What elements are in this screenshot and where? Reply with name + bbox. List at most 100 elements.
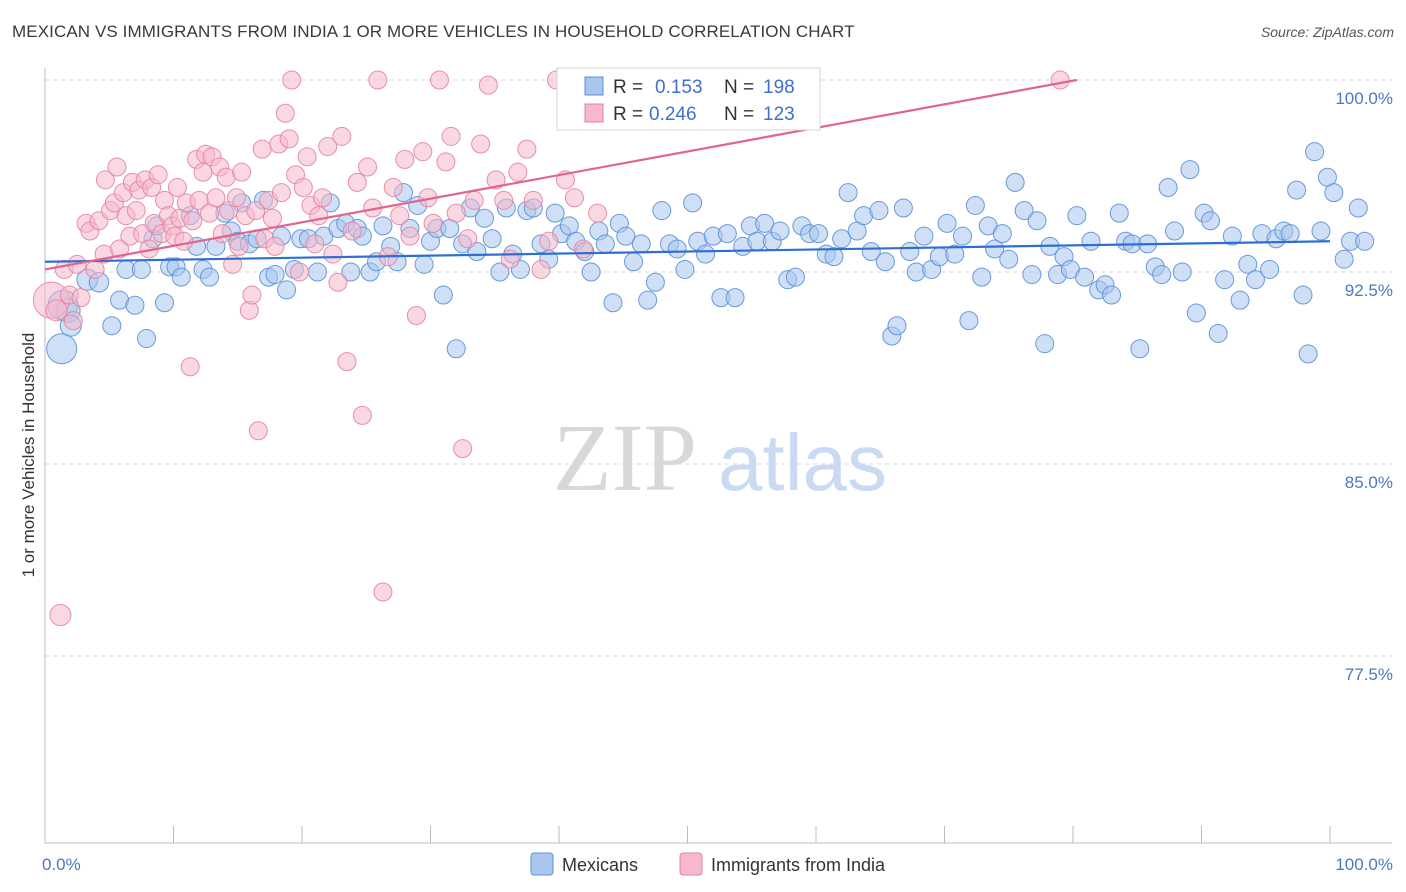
trend-lines bbox=[44, 78, 1331, 271]
india-point-78 bbox=[313, 188, 333, 208]
mexicans-point-133 bbox=[985, 239, 1005, 259]
india-point-107 bbox=[471, 134, 491, 154]
mexicans-point-47 bbox=[373, 216, 393, 236]
mexicans-point-119 bbox=[887, 316, 907, 336]
mexicans-trend-line bbox=[44, 240, 1331, 263]
mexicans-point-101 bbox=[755, 213, 775, 233]
india-point-79 bbox=[318, 137, 338, 157]
india-point-81 bbox=[328, 272, 348, 292]
india-point-13 bbox=[95, 170, 115, 190]
watermark: ZIP atlas bbox=[553, 404, 887, 511]
india-point-2 bbox=[49, 604, 72, 627]
mexicans-point-56 bbox=[433, 285, 453, 305]
india-point-123 bbox=[1050, 70, 1070, 90]
mexicans-point-145 bbox=[1067, 206, 1087, 226]
mexicans-point-180 bbox=[1311, 221, 1331, 241]
bottom-legend-swatch-mexicans bbox=[530, 852, 554, 876]
mexicans-point-126 bbox=[937, 213, 957, 233]
mexicans-point-129 bbox=[959, 311, 979, 331]
mexicans-point-183 bbox=[1334, 249, 1354, 269]
india-point-111 bbox=[500, 249, 520, 269]
chart-title: MEXICAN VS IMMIGRANTS FROM INDIA 1 OR MO… bbox=[12, 22, 855, 41]
india-point-83 bbox=[337, 352, 357, 372]
india-point-97 bbox=[413, 142, 433, 162]
mexicans-point-131 bbox=[972, 267, 992, 287]
india-point-93 bbox=[390, 206, 410, 226]
mexicans-point-167 bbox=[1222, 226, 1242, 246]
legend-r-label-1: R = bbox=[613, 77, 643, 98]
india-point-40 bbox=[183, 211, 203, 231]
mexicans-point-117 bbox=[875, 252, 895, 272]
mexicans-point-63 bbox=[482, 229, 502, 249]
y-tick-label-0: 77.5% bbox=[1345, 665, 1393, 684]
mexicans-point-91 bbox=[683, 193, 703, 213]
india-point-59 bbox=[246, 201, 266, 221]
mexicans-point-151 bbox=[1109, 203, 1129, 223]
mexicans-point-139 bbox=[1027, 211, 1047, 231]
mexicans-point-82 bbox=[616, 226, 636, 246]
india-point-77 bbox=[309, 206, 329, 226]
mexicans-point-154 bbox=[1130, 339, 1150, 359]
india-point-82 bbox=[332, 126, 352, 146]
mexicans-point-161 bbox=[1180, 160, 1200, 180]
legend-n-value-mexicans: 198 bbox=[763, 77, 795, 98]
mexicans-point-170 bbox=[1245, 270, 1265, 290]
india-point-94 bbox=[395, 149, 415, 169]
india-point-39 bbox=[180, 357, 200, 377]
india-point-102 bbox=[441, 126, 461, 146]
mexicans-point-110 bbox=[824, 247, 844, 267]
india-point-55 bbox=[232, 162, 252, 182]
mexicans-point-103 bbox=[770, 221, 790, 241]
india-point-7 bbox=[71, 288, 91, 308]
mexicans-point-83 bbox=[624, 252, 644, 272]
india-point-119 bbox=[564, 188, 584, 208]
india-point-101 bbox=[436, 152, 456, 172]
india-point-69 bbox=[279, 129, 299, 149]
mexicans-point-72 bbox=[545, 203, 565, 223]
mexicans-point-186 bbox=[1355, 231, 1375, 251]
legend-n-value-india: 123 bbox=[763, 104, 795, 125]
x-tick-label-1: 100.0% bbox=[1335, 855, 1393, 874]
mexicans-point-146 bbox=[1075, 267, 1095, 287]
india-trend-line bbox=[44, 78, 1078, 271]
source-label: Source: ZipAtlas.com bbox=[1260, 24, 1394, 40]
india-point-73 bbox=[293, 178, 313, 198]
mexicans-point-164 bbox=[1200, 211, 1220, 231]
mexicans-point-157 bbox=[1152, 265, 1172, 285]
mexicans-point-162 bbox=[1186, 303, 1206, 323]
india-point-16 bbox=[107, 157, 127, 177]
mexicans-point-169 bbox=[1238, 254, 1258, 274]
india-point-109 bbox=[486, 170, 506, 190]
mexicans-point-87 bbox=[652, 201, 672, 221]
mexicans-point-179 bbox=[1305, 142, 1325, 162]
india-point-37 bbox=[174, 231, 194, 251]
india-point-112 bbox=[508, 162, 528, 182]
india-point-64 bbox=[262, 208, 282, 228]
series-india bbox=[32, 70, 1070, 627]
mexicans-point-178 bbox=[1298, 344, 1318, 364]
bottom-legend-mexicans: Mexicans bbox=[562, 855, 638, 875]
y-axis-label: 1 or more Vehicles in Household bbox=[19, 333, 38, 578]
bottom-legend: Mexicans Immigrants from India bbox=[530, 852, 886, 876]
india-point-95 bbox=[400, 226, 420, 246]
y-tick-label-1: 85.0% bbox=[1345, 473, 1393, 492]
legend-r-value-mexicans: 0.153 bbox=[655, 77, 703, 98]
india-point-70 bbox=[282, 70, 302, 90]
india-point-49 bbox=[212, 224, 232, 244]
mexicans-point-86 bbox=[645, 272, 665, 292]
india-point-89 bbox=[368, 70, 388, 90]
mexicans-point-128 bbox=[952, 226, 972, 246]
india-point-47 bbox=[206, 188, 226, 208]
india-point-53 bbox=[226, 188, 246, 208]
india-point-35 bbox=[167, 178, 187, 198]
y-tick-label-3: 100.0% bbox=[1335, 89, 1393, 108]
mexicans-point-33 bbox=[277, 280, 297, 300]
india-point-86 bbox=[352, 405, 372, 425]
mexicans-point-166 bbox=[1215, 270, 1235, 290]
legend: R = 0.153 N = 198 R = 0.246 N = 123 bbox=[556, 67, 821, 131]
india-point-92 bbox=[383, 178, 403, 198]
mexicans-point-177 bbox=[1293, 285, 1313, 305]
india-point-103 bbox=[446, 203, 466, 223]
mexicans-point-37 bbox=[307, 262, 327, 282]
mexicans-point-11 bbox=[137, 329, 157, 349]
